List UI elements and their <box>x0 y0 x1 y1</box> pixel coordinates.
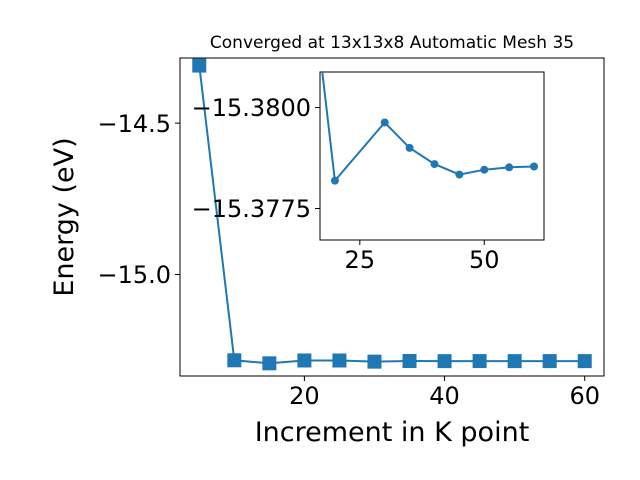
main-data-point <box>192 58 207 73</box>
main-data-point <box>332 353 347 368</box>
chart-title: Converged at 13x13x8 Automatic Mesh 35 <box>210 33 574 53</box>
main-data-point <box>472 354 487 369</box>
main-data-point <box>542 354 557 369</box>
main-data-point <box>367 354 382 369</box>
inset-y-tick-label: −15.3775 <box>192 195 311 223</box>
main-x-tick-label: 60 <box>569 382 600 410</box>
inset-data-point <box>430 160 439 169</box>
inset-plot-area <box>319 71 545 241</box>
inset-x-tick-label: 50 <box>469 246 500 274</box>
inset-data-point <box>480 165 489 174</box>
main-data-point <box>227 353 242 368</box>
inset-series-markers <box>330 118 539 185</box>
inset-data-point <box>380 118 389 127</box>
main-tick-group: 20 40 60 −15.0 −14.5 <box>97 110 600 410</box>
inset-data-point <box>530 162 539 171</box>
inset-data-point <box>330 176 339 185</box>
y-axis-label: Energy (eV) <box>49 137 80 296</box>
main-x-tick-label: 40 <box>429 382 460 410</box>
main-data-point <box>262 356 277 371</box>
main-y-tick-label: −15.0 <box>97 261 171 289</box>
main-data-point <box>402 354 417 369</box>
main-series-markers <box>192 58 592 371</box>
inset-tick-group: 25 50 −15.3800 −15.3775 <box>192 94 500 274</box>
inset-y-tick-label: −15.3800 <box>192 94 311 122</box>
main-data-point <box>437 354 452 369</box>
inset-data-point <box>405 143 414 152</box>
main-data-point <box>507 354 522 369</box>
main-y-tick-label: −14.5 <box>97 110 171 138</box>
main-data-point <box>297 353 312 368</box>
main-x-tick-label: 20 <box>289 382 320 410</box>
inset-data-point <box>455 170 464 179</box>
inset-data-point <box>505 163 514 172</box>
inset-x-tick-label: 25 <box>345 246 376 274</box>
main-data-point <box>577 354 592 369</box>
x-axis-label: Increment in K point <box>255 417 530 448</box>
